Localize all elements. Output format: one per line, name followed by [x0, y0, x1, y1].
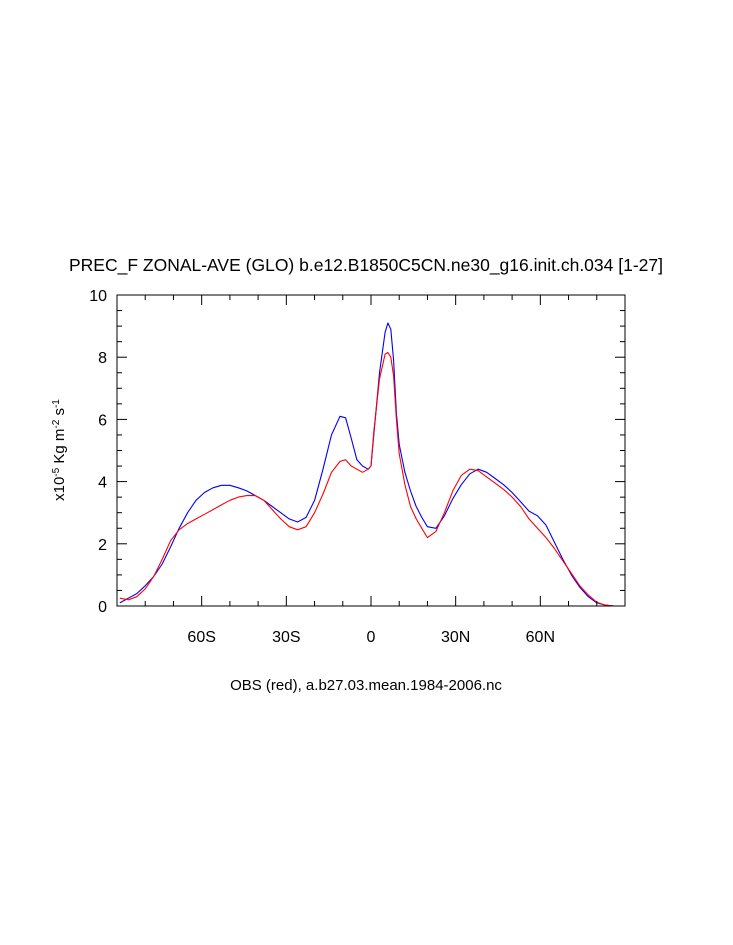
y-axis-label-part-2: Kg m	[51, 429, 68, 468]
x-tick-label: 60S	[187, 629, 215, 646]
x-tick-label: 0	[367, 629, 376, 646]
y-axis-label-sup-3: -1	[51, 399, 62, 408]
y-tick-label: 4	[98, 475, 107, 492]
y-tick-label: 6	[98, 412, 107, 429]
x-axis-label: OBS (red), a.b27.03.mean.1984-2006.nc	[230, 677, 502, 694]
obs-series-line-red	[119, 351, 623, 607]
x-tick-label: 60N	[526, 629, 555, 646]
y-axis-label: x10-5 Kg m-2 s-1	[51, 399, 69, 501]
series-group	[119, 322, 623, 607]
y-axis-label-sup-2: -2	[51, 419, 62, 428]
chart-title: PREC_F ZONAL-AVE (GLO) b.e12.B1850C5CN.n…	[69, 255, 663, 276]
plot-frame	[116, 294, 626, 607]
y-axis-label-sup-1: -5	[51, 467, 62, 476]
y-tick-label: 2	[98, 537, 107, 554]
y-tick-label: 8	[98, 350, 107, 367]
y-axis-label-part-1: x10	[51, 477, 68, 501]
x-tick-label: 30S	[272, 629, 300, 646]
y-tick-label: 0	[98, 599, 107, 616]
model-series-line-blue	[119, 322, 623, 607]
tick-group: 60S 30S 0 30N 60N 0 2 4 6 8 10	[89, 288, 625, 646]
y-axis-label-part-3: s	[51, 408, 68, 420]
x-tick-label: 30N	[441, 629, 470, 646]
y-tick-label: 10	[89, 288, 107, 305]
